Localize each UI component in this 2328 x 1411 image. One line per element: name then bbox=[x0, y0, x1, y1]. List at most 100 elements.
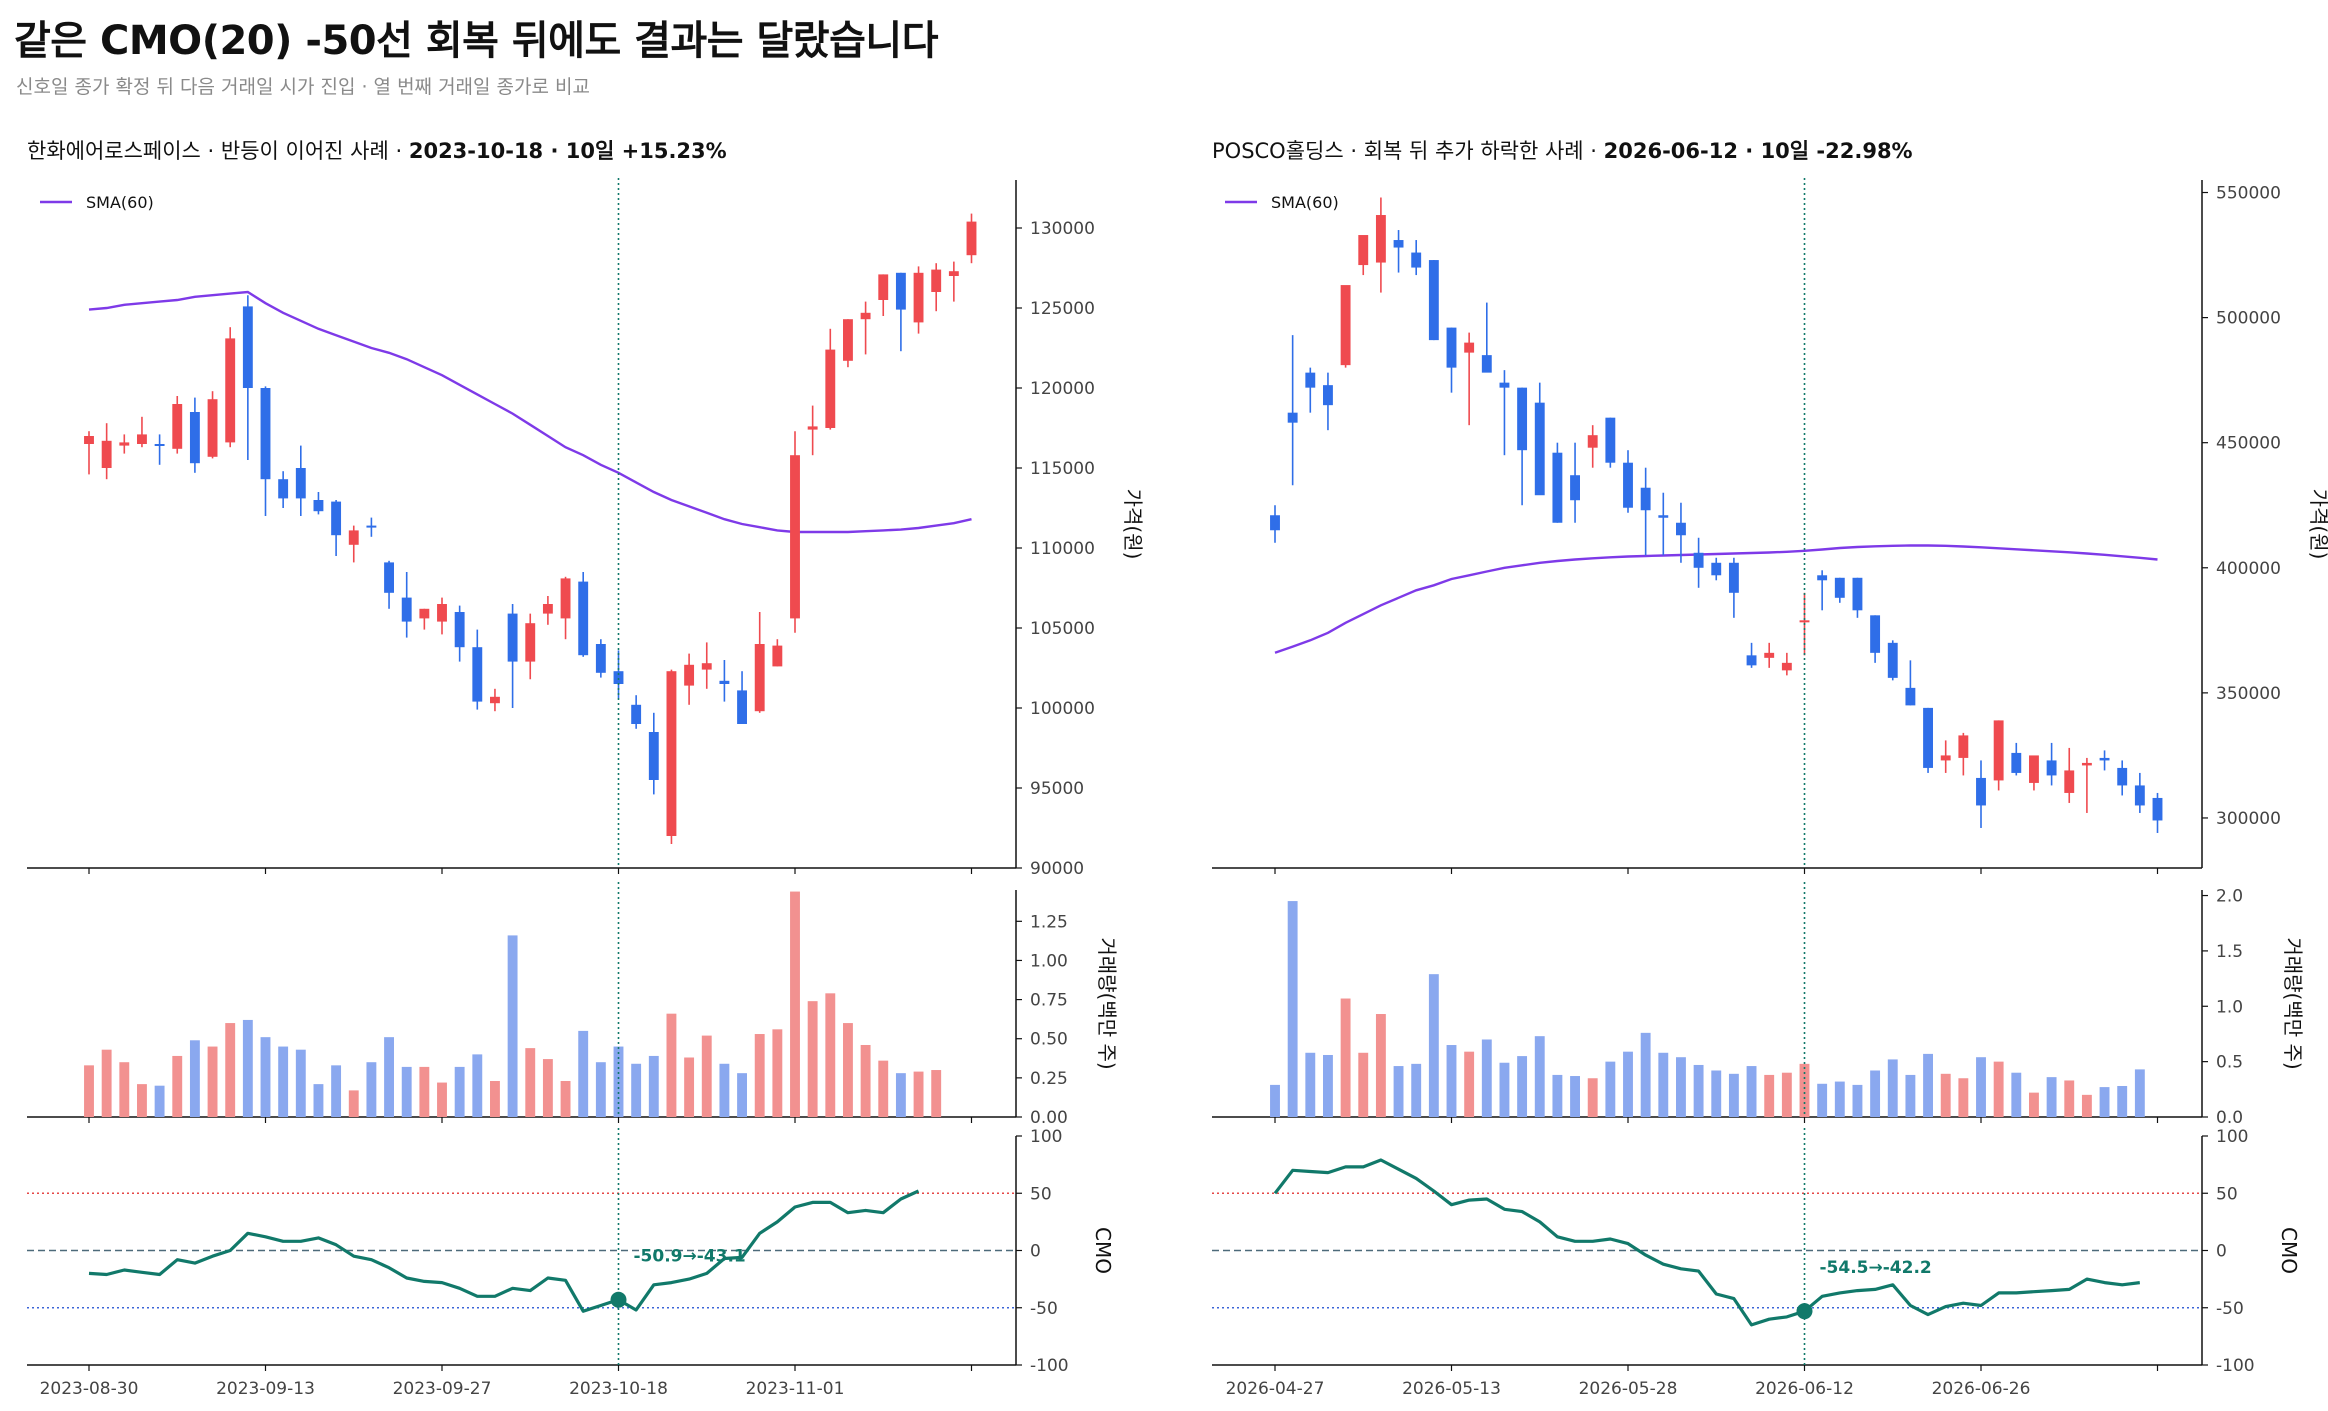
volume-bar bbox=[1534, 1036, 1545, 1117]
volume-bar bbox=[278, 1046, 289, 1117]
candle-body bbox=[1446, 327, 1457, 368]
candle bbox=[1887, 640, 1898, 681]
candle bbox=[84, 431, 94, 475]
candle-body bbox=[931, 269, 942, 292]
volume-bar bbox=[1287, 901, 1298, 1117]
candle-body bbox=[1534, 402, 1545, 496]
candle bbox=[1428, 260, 1439, 341]
cmo-tick-label: 100 bbox=[2216, 1127, 2248, 1147]
volume-bar bbox=[825, 993, 836, 1117]
candle bbox=[807, 405, 818, 456]
volume-bar bbox=[1340, 998, 1351, 1117]
volume-bar bbox=[895, 1073, 906, 1117]
volume-bar bbox=[1976, 1057, 1986, 1117]
candle-body bbox=[948, 271, 959, 276]
candle bbox=[507, 604, 518, 708]
candle bbox=[366, 517, 377, 537]
candle bbox=[1958, 732, 1969, 776]
cmo-axis-label: CMO bbox=[2277, 1227, 2301, 1274]
candle-body bbox=[1799, 620, 1810, 623]
cmo-line bbox=[1273, 1158, 2140, 1327]
candle-body bbox=[807, 426, 818, 430]
signal-label: -54.5→-42.2 bbox=[1820, 1258, 1932, 1278]
volume-bar bbox=[807, 1001, 818, 1117]
volume-bar bbox=[242, 1019, 253, 1117]
candle bbox=[1764, 642, 1775, 668]
candle bbox=[137, 416, 147, 448]
candle bbox=[2134, 772, 2145, 813]
candle bbox=[1834, 577, 1845, 603]
candle bbox=[790, 431, 800, 633]
volume-bar bbox=[2081, 1094, 2092, 1117]
candle bbox=[966, 213, 977, 264]
volume-bar bbox=[172, 1055, 183, 1117]
candle-body bbox=[419, 608, 430, 619]
volume-bar bbox=[189, 1040, 200, 1117]
candle bbox=[595, 639, 606, 678]
volume-bar bbox=[2064, 1080, 2075, 1117]
panel-title-prefix: 한화에어로스페이스 · 반등이 이어진 사례 · bbox=[27, 139, 409, 163]
candle-body bbox=[631, 704, 642, 724]
candle-body bbox=[2099, 757, 2110, 761]
candle-body bbox=[1834, 577, 1845, 598]
volume-bar bbox=[1728, 1073, 1739, 1117]
candle-body bbox=[331, 501, 342, 536]
candle-body bbox=[1640, 487, 1651, 511]
price-tick-label: 115000 bbox=[1030, 459, 1095, 479]
candle-body bbox=[1570, 475, 1580, 501]
volume-tick-label: 1.00 bbox=[1030, 951, 1068, 971]
volume-bar bbox=[931, 1070, 942, 1117]
volume-tick-label: 0.0 bbox=[2216, 1108, 2243, 1128]
candle-body bbox=[825, 349, 836, 428]
candle bbox=[1517, 387, 1528, 506]
candle-body bbox=[1728, 562, 1739, 593]
candle-body bbox=[560, 578, 571, 619]
volume-bar bbox=[1799, 1063, 1810, 1117]
candle-body bbox=[225, 338, 236, 443]
volume-bar bbox=[1375, 1014, 1386, 1117]
volume-bar bbox=[737, 1073, 747, 1117]
panel-title-result: 2023-10-18 · 10일 +15.23% bbox=[409, 139, 727, 163]
volume-bar bbox=[1923, 1053, 1933, 1117]
candle-body bbox=[648, 732, 659, 780]
volume-bar bbox=[1852, 1084, 1863, 1117]
candle-body bbox=[719, 680, 730, 684]
candle-body bbox=[2029, 755, 2039, 783]
candle-body bbox=[1411, 252, 1422, 268]
candle-body bbox=[2046, 760, 2057, 776]
volume-tick-label: 0.50 bbox=[1030, 1030, 1068, 1050]
volume-bar bbox=[1552, 1074, 1563, 1117]
candle bbox=[1976, 760, 1986, 828]
price-tick-label: 95000 bbox=[1030, 779, 1084, 799]
x-tick-label: 2023-09-27 bbox=[393, 1379, 492, 1399]
candle bbox=[225, 327, 236, 448]
volume-bar bbox=[666, 1013, 677, 1117]
volume-bar bbox=[119, 1062, 130, 1117]
candle-body bbox=[843, 319, 853, 361]
candle bbox=[1728, 557, 1739, 618]
cmo-tick-label: 0 bbox=[2216, 1242, 2227, 1262]
candle-body bbox=[1676, 522, 1686, 536]
candle bbox=[1323, 372, 1333, 431]
candle bbox=[419, 608, 430, 630]
volume-bar bbox=[1428, 974, 1439, 1117]
candle-body bbox=[454, 612, 465, 648]
candle bbox=[313, 492, 324, 515]
cmo-tick-label: -50 bbox=[1030, 1299, 1058, 1319]
volume-bar bbox=[1834, 1081, 1845, 1117]
volume-tick-label: 0.75 bbox=[1030, 991, 1068, 1011]
volume-bar bbox=[1711, 1070, 1722, 1117]
volume-bar bbox=[578, 1030, 589, 1117]
volume-tick-label: 0.5 bbox=[2216, 1053, 2243, 1073]
candle bbox=[2029, 755, 2039, 791]
candle-body bbox=[878, 274, 889, 300]
candle bbox=[1923, 707, 1933, 773]
cmo-tick-label: 50 bbox=[1030, 1184, 1052, 1204]
candle bbox=[1940, 740, 1951, 773]
candle bbox=[1552, 442, 1563, 523]
candle bbox=[242, 295, 253, 460]
volume-tick-label: 2.0 bbox=[2216, 887, 2243, 907]
volume-axis-label: 거래량(백만 주) bbox=[1095, 937, 1119, 1069]
volume-bar bbox=[525, 1048, 536, 1117]
candle-body bbox=[1428, 260, 1439, 341]
